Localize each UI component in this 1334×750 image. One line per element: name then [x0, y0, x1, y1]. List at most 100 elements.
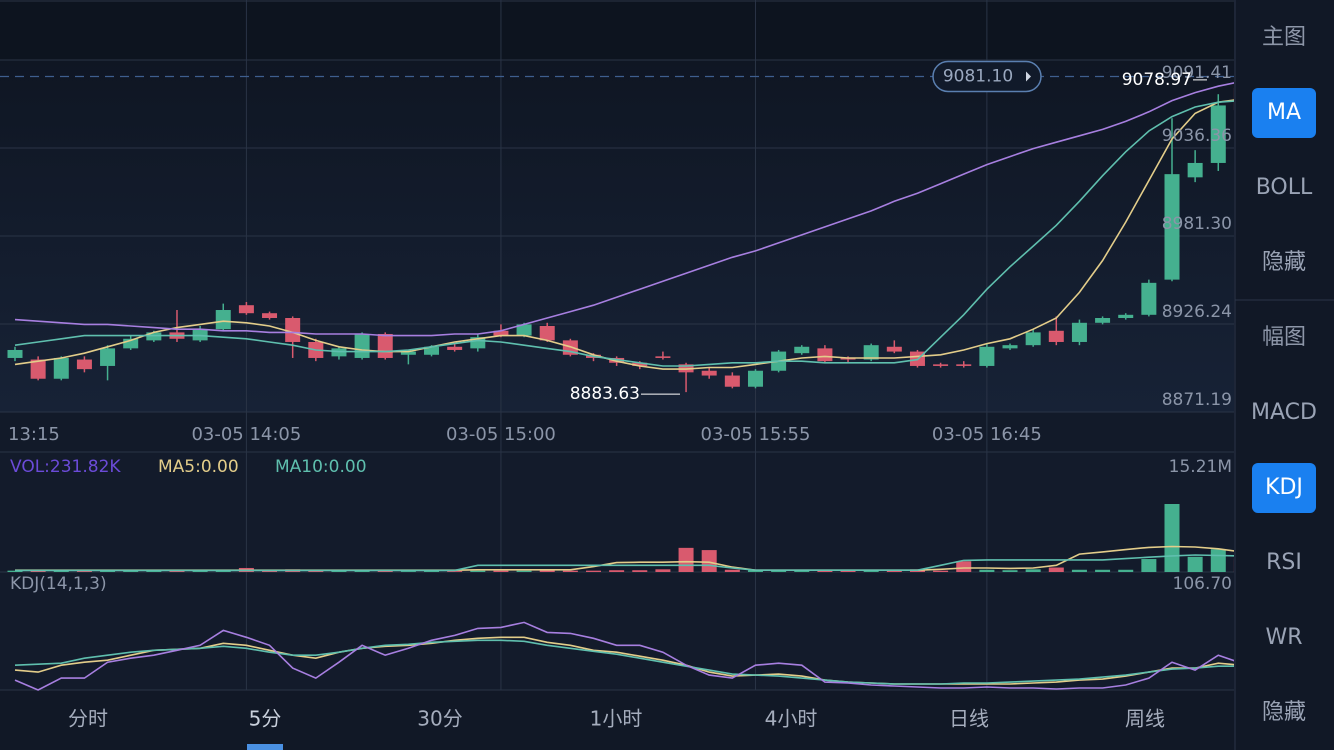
candle-body — [30, 359, 46, 379]
candle-body — [817, 348, 833, 362]
volume-bar — [1233, 558, 1234, 572]
candle-body — [1095, 317, 1111, 323]
x-tick-label: 03-05 15:00 — [446, 424, 556, 445]
candle-body — [53, 357, 69, 379]
volume-bar — [1071, 569, 1087, 572]
volume-bar — [1095, 569, 1111, 572]
sidebar-button[interactable]: MACD — [1251, 400, 1317, 425]
candle-body — [1164, 174, 1180, 280]
last-price-pill[interactable] — [932, 60, 1042, 93]
volume-bar — [586, 570, 601, 572]
sidebar-heading: 主图 — [1262, 25, 1306, 50]
period-tab[interactable]: 分时 — [68, 707, 108, 731]
volume-bar — [979, 569, 995, 572]
volume-bar — [747, 570, 763, 572]
candle-body — [238, 305, 254, 314]
x-tick-label: 03-05 16:45 — [932, 424, 1042, 445]
candle-body — [76, 359, 92, 370]
volume-bar — [424, 570, 440, 572]
sidebar-button[interactable]: MA — [1267, 100, 1301, 125]
pill-arrow — [1026, 71, 1031, 82]
candle-body — [863, 345, 879, 360]
volume-bar — [192, 570, 208, 572]
candle-body — [1048, 330, 1064, 342]
volume-bar — [817, 570, 833, 572]
x-tick-label: 03-05 14:05 — [191, 424, 301, 445]
sidebar-button[interactable]: BOLL — [1256, 175, 1313, 200]
sidebar-heading: 幅图 — [1262, 325, 1306, 350]
volume-bar — [123, 570, 139, 572]
sidebar-button[interactable]: 隐藏 — [1262, 700, 1306, 725]
volume-bar — [886, 570, 902, 572]
candle-body — [285, 317, 301, 342]
sidebar-button[interactable]: 隐藏 — [1262, 250, 1306, 275]
candle-body — [377, 333, 393, 358]
kdj-line — [14, 636, 1234, 685]
time-axis-band — [0, 412, 1234, 452]
candle-body — [632, 362, 648, 366]
period-tab[interactable]: 5分 — [249, 707, 282, 731]
y-tick-label: 8926.24 — [1162, 302, 1232, 322]
ma-line — [14, 82, 1234, 337]
x-tick-label: 13:15 — [8, 424, 60, 445]
volume-bar — [1002, 570, 1018, 572]
candle-body — [1118, 314, 1134, 318]
candle-body — [400, 351, 416, 355]
volume-legend: MA10:0.00 — [275, 457, 367, 477]
volume-axis-label: 15.21M — [1169, 457, 1232, 477]
tab-indicator — [247, 744, 283, 750]
candle-body — [354, 333, 370, 358]
sidebar-button[interactable]: KDJ — [1265, 475, 1303, 500]
period-tab[interactable]: 日线 — [949, 707, 989, 731]
candle-body — [1141, 282, 1157, 315]
candle-body — [192, 329, 208, 341]
kdj-line — [14, 621, 1234, 691]
volume-bar — [724, 569, 740, 572]
volume-bar — [794, 570, 810, 572]
sidebar-button[interactable]: RSI — [1266, 550, 1302, 575]
ma-line — [14, 99, 1234, 370]
candle-body — [1187, 162, 1203, 178]
y-tick-label: 8871.19 — [1162, 390, 1232, 410]
tab-bar — [0, 690, 1234, 750]
volume-bar — [678, 547, 694, 572]
y-tick-label: 8981.30 — [1162, 214, 1232, 234]
candle-body — [794, 346, 810, 354]
kdj-line — [14, 639, 1234, 685]
volume-bar — [771, 570, 787, 572]
candle-body — [493, 330, 509, 336]
candle-body — [539, 325, 555, 341]
volume-bar — [701, 550, 717, 572]
candle-body — [933, 364, 949, 366]
period-tab[interactable]: 30分 — [417, 707, 462, 731]
volume-bar — [609, 570, 625, 572]
volume-bar — [1210, 549, 1226, 572]
period-tab[interactable]: 周线 — [1125, 707, 1165, 731]
candle-body — [655, 356, 671, 358]
volume-bar — [562, 570, 578, 572]
volume-bar — [1118, 569, 1134, 572]
sidebar-button[interactable]: WR — [1265, 625, 1302, 650]
volume-bar — [331, 570, 347, 572]
candle-body — [7, 349, 23, 358]
volume-bar — [1164, 504, 1180, 572]
candle-body — [470, 337, 486, 349]
volume-bar — [655, 569, 671, 572]
volume-bar — [863, 570, 879, 572]
candle-body — [747, 370, 763, 387]
volume-bar — [400, 571, 416, 572]
volume-bar — [632, 570, 648, 572]
volume-bar — [493, 570, 509, 572]
candle-body — [262, 313, 278, 318]
volume-bar — [933, 570, 949, 572]
sidebar-button-bg[interactable] — [1252, 463, 1316, 513]
low-label: 8883.63 — [570, 384, 640, 404]
period-tab[interactable]: 1小时 — [590, 707, 643, 731]
sidebar-button-bg[interactable] — [1252, 88, 1316, 138]
volume-bar — [7, 570, 23, 572]
candle-body — [215, 310, 231, 330]
period-tab[interactable]: 4小时 — [765, 707, 818, 731]
volume-bar — [76, 570, 92, 572]
